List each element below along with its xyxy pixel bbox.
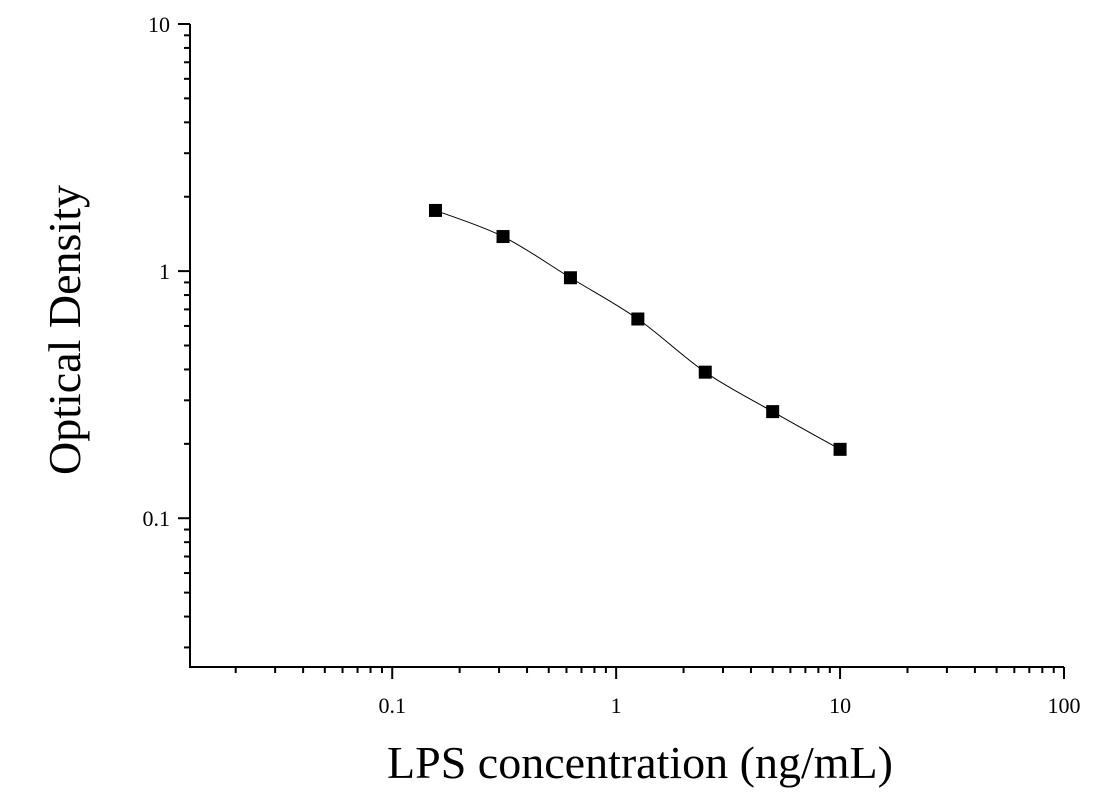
x-axis-title: LPS concentration (ng/mL) — [387, 737, 893, 788]
x-tick-label: 10 — [829, 693, 851, 718]
data-point — [428, 203, 442, 217]
y-tick-labels: 0.1 1 10 — [143, 12, 171, 531]
x-tick-label: 100 — [1048, 693, 1081, 718]
x-tick-label: 1 — [611, 693, 622, 718]
fit-curve — [435, 209, 841, 450]
x-tick-labels: 0.1 1 10 100 — [378, 693, 1080, 718]
major-ticks — [178, 23, 1065, 679]
y-tick-label: 0.1 — [143, 506, 171, 531]
data-point — [631, 312, 645, 326]
data-point — [698, 365, 712, 379]
data-point — [563, 271, 577, 285]
data-point — [496, 230, 510, 244]
y-axis-title: Optical Density — [39, 185, 90, 475]
y-tick-label: 1 — [159, 259, 170, 284]
x-tick-label: 0.1 — [378, 693, 406, 718]
data-point — [766, 405, 780, 419]
data-markers — [428, 203, 847, 456]
data-point — [833, 442, 847, 456]
y-tick-label: 10 — [148, 12, 170, 37]
minor-ticks — [184, 34, 1055, 673]
